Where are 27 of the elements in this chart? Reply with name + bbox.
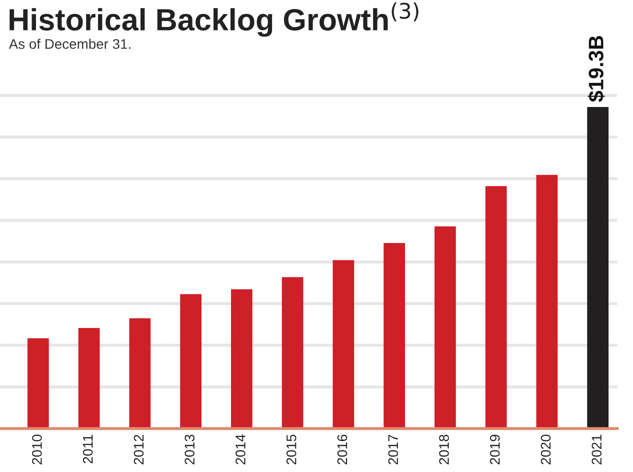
x-tick-label: 2021 (592, 434, 602, 464)
bar (27, 338, 49, 429)
x-tick-label: 2019 (490, 434, 500, 464)
bar (282, 277, 304, 429)
bar (384, 242, 406, 429)
bar (78, 328, 100, 429)
x-tick-label: 2011 (82, 434, 93, 464)
x-tick-label: 2014 (236, 434, 246, 464)
x-tick-label: 2016 (337, 434, 348, 464)
x-tick-label: 2015 (286, 434, 296, 464)
bar (587, 107, 609, 429)
bar (332, 260, 354, 429)
x-tick-label: 2018 (439, 434, 449, 464)
x-tick-label: 2020 (540, 434, 551, 464)
data-label: $19.3B (588, 36, 605, 102)
bar (230, 289, 252, 429)
bar (434, 226, 456, 429)
bar (129, 318, 151, 429)
bar (485, 186, 507, 429)
x-tick-label: 2013 (184, 434, 195, 464)
chart-title: Historical Backlog Growth$^{(3)}$ (10, 2, 418, 37)
chart-subtitle: As of December 31. (8, 38, 130, 49)
bar (536, 174, 558, 429)
bar (180, 294, 202, 429)
x-tick-label: 2017 (388, 434, 398, 464)
x-tick-label: 2012 (134, 434, 144, 464)
x-tick-label: 2010 (32, 434, 42, 464)
